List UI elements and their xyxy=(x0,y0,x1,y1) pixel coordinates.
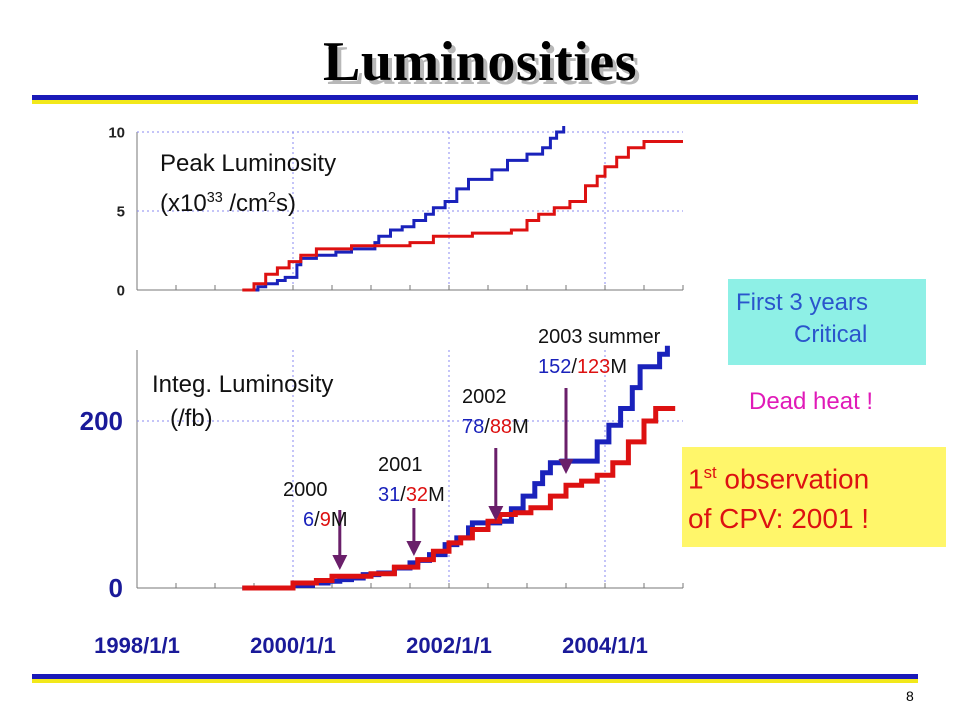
x-tick-label: 1998/1/1 xyxy=(94,633,180,658)
annotation-values: 152/123M xyxy=(538,356,627,378)
page-number: 8 xyxy=(906,688,914,704)
annotation-arrows xyxy=(332,388,574,570)
slide-title: Luminosities xyxy=(322,31,638,93)
annotation-2000: 2000 6/9M xyxy=(283,475,347,535)
blue-series-line xyxy=(251,126,566,292)
cpv-line-1: 1st observation xyxy=(688,463,870,495)
annotation-2003-summer: 2003 summer 152/123M xyxy=(538,322,660,382)
red-series-line xyxy=(242,140,683,292)
annotation-2001: 2001 31/32M xyxy=(378,450,445,510)
annotation-values: 31/32M xyxy=(378,484,445,506)
annotation-year: 2001 xyxy=(378,454,423,476)
x-tick-label: 2000/1/1 xyxy=(250,633,336,658)
annotation-year: 2002 xyxy=(462,386,507,408)
y-tick-label: 0 xyxy=(109,573,123,603)
first-3-years-text: First 3 years xyxy=(736,289,869,316)
y-tick-label: 200 xyxy=(80,406,123,436)
peak-luminosity-unit: (x1033 /cm2s) xyxy=(160,190,297,217)
peak-luminosity-label: Peak Luminosity (x1033 /cm2s) xyxy=(160,147,336,221)
red-series-line xyxy=(242,406,676,591)
annotation-values: 6/9M xyxy=(303,509,348,531)
blue-series-line xyxy=(242,345,670,591)
x-tick-label: 2002/1/1 xyxy=(406,633,492,658)
integ-luminosity-unit: (/fb) xyxy=(170,405,213,432)
critical-text: Critical xyxy=(794,321,868,348)
title-divider xyxy=(32,95,918,104)
integrated-luminosity-panel: 0 200 1998/1/1 2000/1/1 2002/1/1 2004/1/1 xyxy=(80,345,684,658)
integ-luminosity-title: Integ. Luminosity xyxy=(152,371,334,398)
annotation-year: 2000 xyxy=(283,479,328,501)
integ-luminosity-label: Integ. Luminosity (/fb) xyxy=(152,368,333,436)
peak-luminosity-panel: 0 5 10 xyxy=(108,124,684,299)
peak-luminosity-title: Peak Luminosity xyxy=(160,150,337,177)
first-3-years-box: First 3 years Critical xyxy=(728,279,926,365)
cpv-observation-box: 1st observation of CPV: 2001 ! xyxy=(682,447,946,547)
x-tick-label: 2004/1/1 xyxy=(562,633,648,658)
cpv-line-2: of CPV: 2001 ! xyxy=(688,503,870,535)
dead-heat-text: Dead heat ! xyxy=(749,388,874,415)
annotation-values: 78/88M xyxy=(462,416,529,438)
y-tick-label: 5 xyxy=(117,203,125,220)
y-tick-label: 10 xyxy=(108,124,125,141)
y-tick-label: 0 xyxy=(117,282,125,299)
footer-divider xyxy=(32,674,918,683)
annotation-2002: 2002 78/88M xyxy=(462,382,529,442)
annotation-year: 2003 summer xyxy=(538,326,661,348)
